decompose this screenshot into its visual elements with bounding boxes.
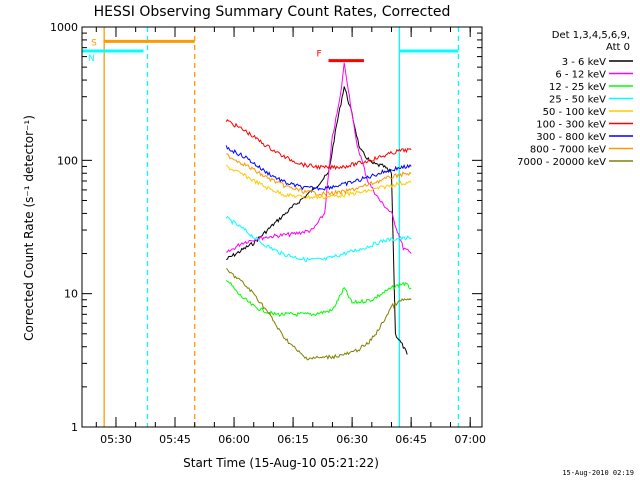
series-line-4: [225, 164, 412, 200]
x-tick-label-3: 06:15: [277, 433, 309, 446]
legend-label-5: 100 - 300 keV: [536, 120, 606, 131]
x-tick-label-2: 06:00: [218, 433, 250, 446]
legend-label-6: 300 - 800 keV: [536, 132, 606, 143]
legend-label-1: 6 - 12 keV: [555, 70, 606, 81]
series-line-5: [225, 119, 412, 171]
x-tick-label-4: 06:30: [336, 433, 368, 446]
y-tick-label-1: 1: [71, 421, 78, 434]
legend-header-line-1: Det 1,3,4,5,6,9,: [552, 30, 630, 41]
series-line-8: [225, 268, 412, 361]
legend-header-line-2: Att 0: [606, 42, 630, 53]
x-axis-label: Start Time (15-Aug-10 05:21:22): [183, 456, 379, 470]
y-axis-label: Corrected Count Rate (s⁻¹ detector⁻¹): [22, 115, 36, 341]
flag-label-n: N: [88, 54, 95, 64]
y-tick-label-10: 10: [64, 288, 78, 301]
legend-label-3: 25 - 50 keV: [549, 95, 606, 106]
legend-label-4: 50 - 100 keV: [543, 107, 607, 118]
legend-label-2: 12 - 25 keV: [549, 82, 606, 93]
plot-frame: [81, 26, 483, 428]
legend-label-0: 3 - 6 keV: [562, 57, 606, 68]
chart-axes: 1 10 100 1000 05:30 05:45 06:00 06:15 06:30 06:45…: [50, 21, 486, 446]
chart-data-layer: SN F: [82, 27, 460, 427]
flag-label-s: S: [91, 38, 97, 48]
chart-title: HESSI Observing Summary Count Rates, Cor…: [94, 4, 451, 20]
legend-label-7: 800 - 7000 keV: [530, 145, 606, 156]
series-line-3: [225, 215, 412, 263]
x-tick-label-0: 05:30: [100, 433, 132, 446]
chart-legend: Det 1,3,4,5,6,9, Att 0 3 - 6 keV 6 - 12 k…: [517, 30, 633, 168]
x-tick-label-5: 06:45: [395, 433, 427, 446]
y-tick-label-100: 100: [57, 154, 78, 167]
generation-timestamp: 15-Aug-2010 02:19: [562, 469, 634, 477]
series-line-1: [226, 62, 412, 254]
legend-label-8: 7000 - 20000 keV: [517, 157, 606, 168]
series-line-2: [225, 279, 412, 318]
series-line-6: [225, 145, 412, 191]
flag-label-f: F: [317, 50, 322, 60]
x-tick-label-6: 07:00: [454, 433, 486, 446]
x-tick-label-1: 05:45: [159, 433, 191, 446]
series-line-7: [226, 153, 412, 196]
y-tick-label-1000: 1000: [50, 21, 78, 34]
